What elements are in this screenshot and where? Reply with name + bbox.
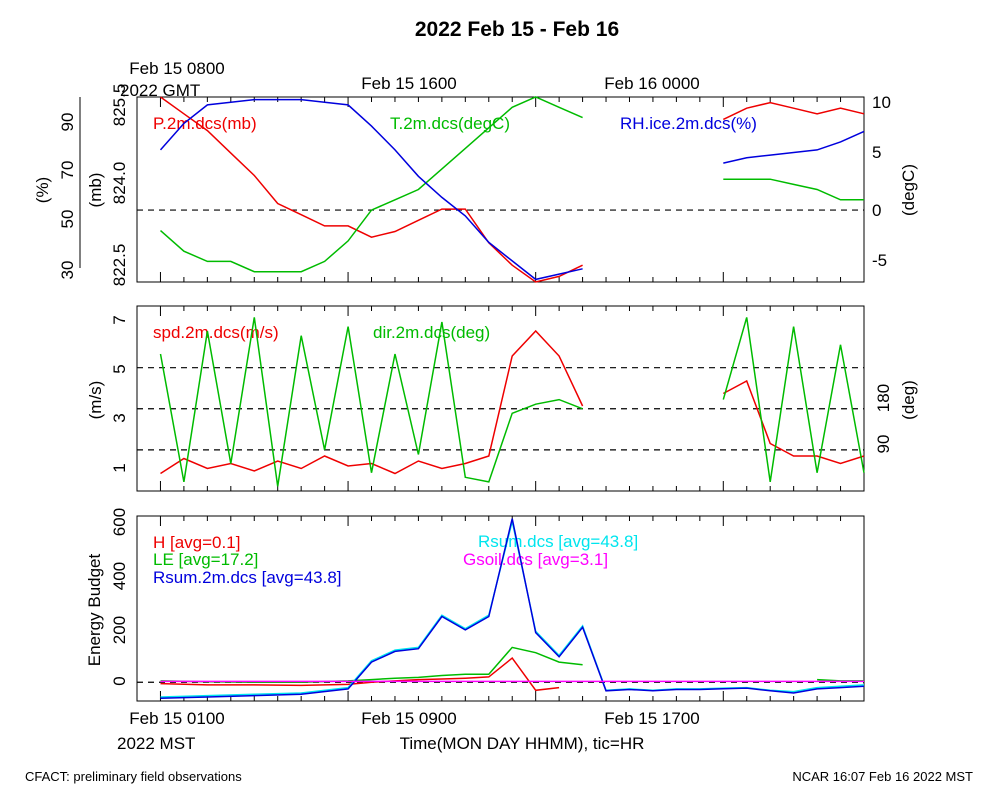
series-line-rsum-2m-dcs [160, 518, 865, 700]
legend-temperature: T.2m.dcs(degC) [390, 114, 510, 133]
gmt-tick-label: Feb 15 1600 [361, 74, 456, 93]
pct-tick-label: 50 [58, 210, 77, 229]
legend-rsum-2m: Rsum.2m.dcs [avg=43.8] [153, 568, 342, 587]
series-line-rh-ice-2m-dcs [159, 98, 865, 281]
degc-axis-label: (degC) [899, 164, 918, 216]
mb-tick-label: 822.5 [110, 244, 129, 287]
pct-tick-label: 70 [58, 161, 77, 180]
degc-tick-label: 5 [872, 143, 881, 162]
gmt-year-label: 2022 GMT [120, 81, 200, 100]
middle-panel-frame [136, 305, 865, 492]
deg-tick-label: 180 [874, 384, 893, 412]
degc-tick-label: -5 [872, 251, 887, 270]
x-axis-label: Time(MON DAY HHMM), tic=HR [400, 734, 645, 753]
legend-le: LE [avg=17.2] [153, 550, 258, 569]
mst-year-label: 2022 MST [117, 734, 195, 753]
energy-tick-label: 600 [110, 508, 129, 536]
pct-axis-label: (%) [33, 177, 52, 203]
gmt-tick-label: Feb 15 0800 [129, 59, 224, 78]
energy-tick-label: 200 [110, 616, 129, 644]
legend-gsoil: Gsoil.dcs [avg=3.1] [463, 550, 608, 569]
plot-layer [136, 96, 865, 701]
mb-tick-label: 824.0 [110, 162, 129, 205]
series-line-dir-2m-dcs-deg [159, 317, 865, 487]
legend-rsum: Rsum.dcs [avg=43.8] [478, 532, 638, 551]
bottom-panel-frame [136, 515, 865, 702]
mst-tick-label: Feb 15 1700 [604, 709, 699, 728]
series-line-p-2m-dcs-mb [160, 96, 865, 283]
mb-axis-label: (mb) [86, 173, 105, 208]
series-line-le [160, 646, 864, 683]
speed-tick-label: 7 [110, 315, 129, 324]
top-panel-frame [136, 96, 865, 283]
gmt-tick-label: Feb 16 0000 [604, 74, 699, 93]
mst-tick-label: Feb 15 0900 [361, 709, 456, 728]
legend-h: H [avg=0.1] [153, 533, 240, 552]
legend-direction: dir.2m.dcs(deg) [373, 323, 490, 342]
speed-tick-label: 5 [110, 364, 129, 373]
deg-axis-label: (deg) [899, 380, 918, 420]
legend-speed: spd.2m.dcs(m/s) [153, 323, 279, 342]
speed-tick-label: 1 [110, 463, 129, 472]
energy-axis-label: Energy Budget [85, 553, 104, 666]
speed-tick-label: 3 [110, 413, 129, 422]
chart-title: 2022 Feb 15 - Feb 16 [415, 18, 619, 41]
degc-tick-label: 0 [872, 201, 881, 220]
mb-tick-label: 825.5 [110, 84, 129, 127]
footer-right: NCAR 16:07 Feb 16 2022 MST [792, 769, 973, 784]
pct-tick-label: 90 [58, 113, 77, 132]
degc-tick-label: 10 [872, 93, 891, 112]
pct-tick-label: 30 [58, 261, 77, 280]
speed-axis-label: (m/s) [86, 381, 105, 420]
legend-rh: RH.ice.2m.dcs(%) [620, 114, 757, 133]
series-line-h [160, 657, 560, 692]
deg-tick-label: 90 [874, 435, 893, 454]
energy-tick-label: 0 [110, 676, 129, 685]
energy-tick-label: 400 [110, 562, 129, 590]
legend-pressure: P.2m.dcs(mb) [153, 114, 257, 133]
footer-left: CFACT: preliminary field observations [25, 769, 242, 784]
series-line-t-2m-dcs-degc [160, 96, 864, 273]
mst-tick-label: Feb 15 0100 [129, 709, 224, 728]
